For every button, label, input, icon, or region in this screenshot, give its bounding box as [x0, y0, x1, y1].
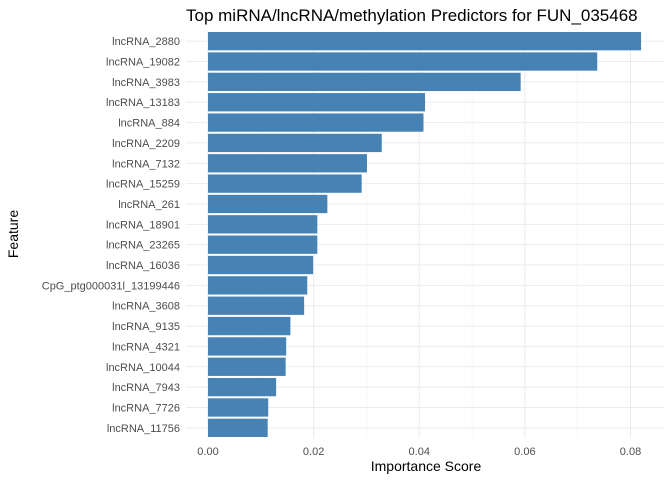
bar-CpG_ptg000031l_13199446 — [208, 276, 308, 295]
bar-lncRNA_13183 — [208, 93, 426, 112]
bar-lncRNA_7726 — [208, 398, 269, 417]
y-tick-label: lncRNA_2209 — [112, 138, 180, 150]
grid-lines — [186, 31, 664, 438]
bar-lncRNA_10044 — [208, 357, 286, 376]
y-tick-label: lncRNA_7132 — [112, 158, 180, 170]
y-tick-label: lncRNA_13183 — [106, 97, 180, 109]
bar-lncRNA_9135 — [208, 316, 291, 336]
bar-lncRNA_261 — [208, 194, 328, 214]
x-tick-label: 0.04 — [409, 446, 430, 458]
x-tick-labels: 0.00 0.02 0.04 0.06 0.08 — [197, 446, 641, 458]
y-tick-label: lncRNA_19082 — [106, 57, 180, 69]
y-axis-title: Feature — [5, 210, 21, 258]
y-tick-labels: lncRNA_2880 lncRNA_19082 lncRNA_3983 lncRNA… — [42, 36, 180, 435]
bar-lncRNA_3608 — [208, 296, 305, 315]
bar-lncRNA_15259 — [208, 174, 362, 193]
y-tick-label: lncRNA_261 — [118, 199, 180, 211]
bar-lncRNA_3983 — [208, 72, 521, 92]
y-tick-label: lncRNA_7726 — [112, 402, 180, 414]
y-tick-label: lncRNA_2880 — [112, 36, 180, 48]
bar-lncRNA_2209 — [208, 133, 382, 153]
x-tick-label: 0.06 — [514, 446, 535, 458]
y-tick-label: lncRNA_4321 — [112, 341, 180, 353]
y-tick-label: lncRNA_18901 — [106, 219, 180, 231]
bar-lncRNA_16036 — [208, 255, 314, 275]
bars — [208, 32, 642, 437]
y-tick-label: lncRNA_9135 — [112, 321, 180, 333]
y-tick-label: lncRNA_16036 — [106, 260, 180, 272]
bar-lncRNA_884 — [208, 113, 424, 132]
y-tick-label: lncRNA_15259 — [106, 179, 180, 191]
bar-lncRNA_2880 — [208, 32, 642, 51]
y-tick-label: lncRNA_23265 — [106, 240, 180, 252]
bar-lncRNA_19082 — [208, 52, 598, 71]
chart-title: Top miRNA/lncRNA/methylation Predictors … — [186, 6, 638, 25]
bar-lncRNA_11756 — [208, 418, 268, 437]
x-tick-label: 0.08 — [620, 446, 641, 458]
y-tick-label: CpG_ptg000031l_13199446 — [42, 280, 180, 292]
bar-lncRNA_23265 — [208, 235, 318, 254]
y-tick-label: lncRNA_10044 — [106, 362, 180, 374]
bar-lncRNA_4321 — [208, 337, 287, 356]
y-tick-label: lncRNA_3983 — [112, 77, 180, 89]
y-tick-label: lncRNA_11756 — [107, 423, 180, 435]
x-axis-title: Importance Score — [371, 458, 482, 474]
y-tick-label: lncRNA_884 — [118, 118, 180, 130]
x-tick-label: 0.00 — [197, 446, 218, 458]
bar-lncRNA_7943 — [208, 377, 277, 397]
bar-lncRNA_18901 — [208, 215, 318, 234]
bar-lncRNA_7132 — [208, 154, 367, 173]
x-tick-label: 0.02 — [303, 446, 324, 458]
y-tick-label: lncRNA_7943 — [112, 382, 180, 394]
y-tick-label: lncRNA_3608 — [112, 301, 180, 313]
